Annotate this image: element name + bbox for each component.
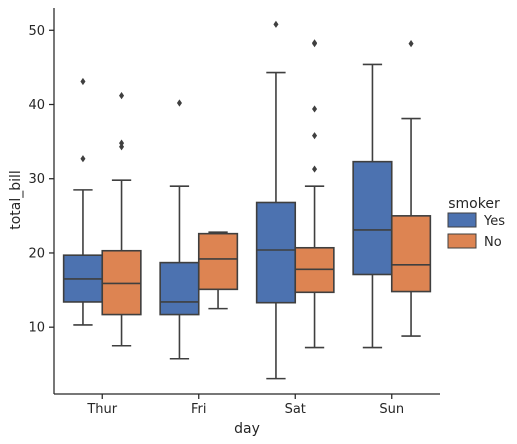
- y-tick-label: 50: [28, 24, 45, 39]
- outlier-point: [312, 132, 318, 140]
- outlier-point: [119, 139, 125, 147]
- outlier-point: [408, 40, 414, 48]
- box-group-no-sun: [390, 40, 432, 337]
- y-ticks: 10 20 30 40 50: [28, 24, 54, 336]
- x-tick-label: Sat: [285, 402, 306, 417]
- legend-swatch-yes: [447, 212, 477, 228]
- box-group-no-thur: [101, 91, 142, 347]
- legend-swatch-no: [447, 233, 477, 249]
- outlier-point: [119, 91, 125, 100]
- box-group-no-fri: [197, 231, 239, 310]
- y-tick-label: 10: [28, 321, 45, 336]
- box: [255, 201, 297, 304]
- x-axis-label: day: [234, 421, 260, 437]
- y-tick-label: 40: [28, 98, 45, 113]
- y-tick-label: 30: [28, 172, 45, 187]
- plot-area: 10 20 30 40 50 Thur Fri Sat Sun: [28, 8, 440, 417]
- x-tick-label: Thur: [86, 402, 117, 417]
- box: [352, 160, 393, 276]
- legend-label-yes: Yes: [483, 214, 505, 229]
- box: [390, 215, 432, 293]
- outlier-point: [312, 39, 318, 47]
- outlier-point: [273, 20, 279, 28]
- box-group-yes-thur: [62, 77, 104, 326]
- outlier-point: [176, 99, 182, 107]
- box-group-yes-sat: [255, 20, 297, 380]
- y-axis-label: total_bill: [8, 170, 24, 230]
- box-group-yes-fri: [159, 99, 200, 360]
- outlier-point: [80, 155, 86, 163]
- outlier-point: [312, 105, 318, 113]
- x-tick-label: Fri: [191, 402, 207, 417]
- legend-title: smoker: [448, 196, 500, 212]
- box-group-no-sat: [294, 39, 335, 349]
- y-tick-label: 20: [28, 246, 45, 261]
- outlier-point: [80, 77, 86, 86]
- box: [159, 261, 200, 316]
- legend-label-no: No: [484, 235, 502, 250]
- boxes: [62, 20, 432, 380]
- legend: smoker Yes No: [447, 196, 505, 250]
- box: [197, 232, 239, 291]
- outlier-point: [312, 165, 318, 173]
- x-tick-label: Sun: [379, 402, 404, 417]
- outlier-point: [119, 143, 125, 151]
- box-group-yes-sun: [352, 63, 393, 349]
- x-ticks: Thur Fri Sat Sun: [86, 394, 404, 417]
